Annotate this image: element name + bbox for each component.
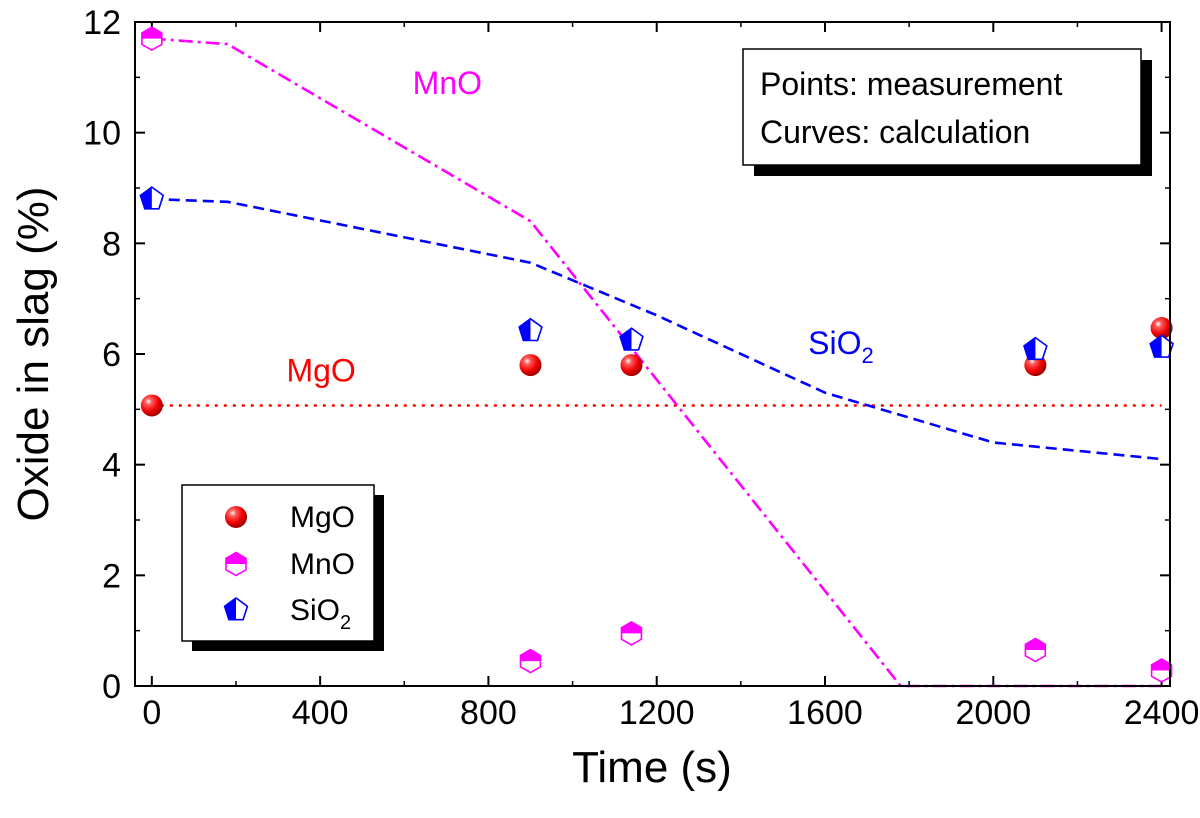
curve-label-mgo: MgO <box>286 353 355 389</box>
legend-marker-sio2 <box>223 597 249 621</box>
point-mgo <box>1150 316 1173 339</box>
point-mno <box>1150 658 1173 683</box>
point-mno-fill <box>621 621 642 634</box>
legend-marker-mno <box>225 551 247 577</box>
legend-marker-mgo <box>225 506 247 528</box>
curve-label-sio2: SiO2 <box>808 325 874 368</box>
legend-label-mno: MnO <box>290 548 355 581</box>
curve-labels: MnO SiO2 MgO <box>286 65 873 389</box>
x-tick-label: 2000 <box>955 694 1031 732</box>
annotation-frame <box>742 48 1142 166</box>
y-tick-label: 0 <box>102 668 121 706</box>
x-tick-label: 0 <box>142 694 161 732</box>
point-sio2-fill <box>1150 335 1162 358</box>
annotation-box: Points: measurement Curves: calculation <box>742 48 1152 176</box>
y-axis-title: Oxide in slag (%) <box>9 186 58 521</box>
point-mgo <box>620 354 643 377</box>
point-mno <box>620 620 643 646</box>
point-sio2-fill <box>140 187 152 209</box>
y-tick-label: 10 <box>83 115 121 153</box>
point-sio2 <box>1149 334 1174 358</box>
legend-marker-sio2-fill <box>224 598 236 620</box>
point-sio2 <box>139 186 165 210</box>
x-tick-label: 1600 <box>787 694 863 732</box>
point-mgo <box>140 394 163 417</box>
point-sio2 <box>1023 336 1048 361</box>
y-tick-label: 4 <box>102 447 121 485</box>
point-mno-fill <box>141 27 162 39</box>
x-tick-label: 1200 <box>619 694 695 732</box>
plot-frame <box>134 21 1171 687</box>
calc-curve-sio2 <box>151 197 1162 461</box>
x-tick-label: 400 <box>292 694 349 732</box>
point-mgo-shape <box>620 354 643 377</box>
y-tick-label: 2 <box>102 557 121 595</box>
point-mno <box>1024 637 1047 663</box>
point-mno <box>519 648 542 674</box>
point-mgo-shape <box>1150 316 1173 339</box>
y-tick-label: 8 <box>102 225 121 263</box>
point-sio2-fill <box>1024 337 1036 360</box>
point-sio2 <box>518 317 543 342</box>
x-axis-title: Time (s) <box>572 743 732 792</box>
point-mgo-shape <box>519 354 542 377</box>
legend-label-sio2: SiO2 <box>290 594 351 634</box>
point-mgo-shape <box>140 394 163 417</box>
legend-marker-mno-fill <box>226 552 246 564</box>
x-tick-label: 800 <box>460 694 517 732</box>
tick-layer: 0 400 800 1200 1600 2000 2400 0 2 4 6 8 10 12 <box>83 4 1199 732</box>
point-mgo <box>519 354 542 377</box>
point-mno-fill <box>1151 659 1172 671</box>
point-mno-fill <box>1025 638 1046 651</box>
x-tick-label: 2400 <box>1124 694 1200 732</box>
point-mno <box>141 26 163 52</box>
y-tick-label: 12 <box>83 4 121 42</box>
point-sio2-fill <box>620 328 632 350</box>
legend-markers <box>223 506 249 621</box>
point-sio2 <box>619 327 644 351</box>
annotation-line-1: Points: measurement <box>760 66 1062 102</box>
point-mno-fill <box>520 649 541 662</box>
legend: MgO MnO SiO2 <box>181 484 384 651</box>
measurement-points <box>139 26 1174 683</box>
annotation-line-2: Curves: calculation <box>760 114 1030 150</box>
legend-marker-mgo-shape <box>225 506 247 528</box>
y-tick-label: 6 <box>102 336 121 374</box>
curve-label-mno: MnO <box>413 65 482 101</box>
point-sio2-fill <box>519 318 531 341</box>
legend-label-mgo: MgO <box>290 501 355 534</box>
legend-frame <box>181 484 375 642</box>
